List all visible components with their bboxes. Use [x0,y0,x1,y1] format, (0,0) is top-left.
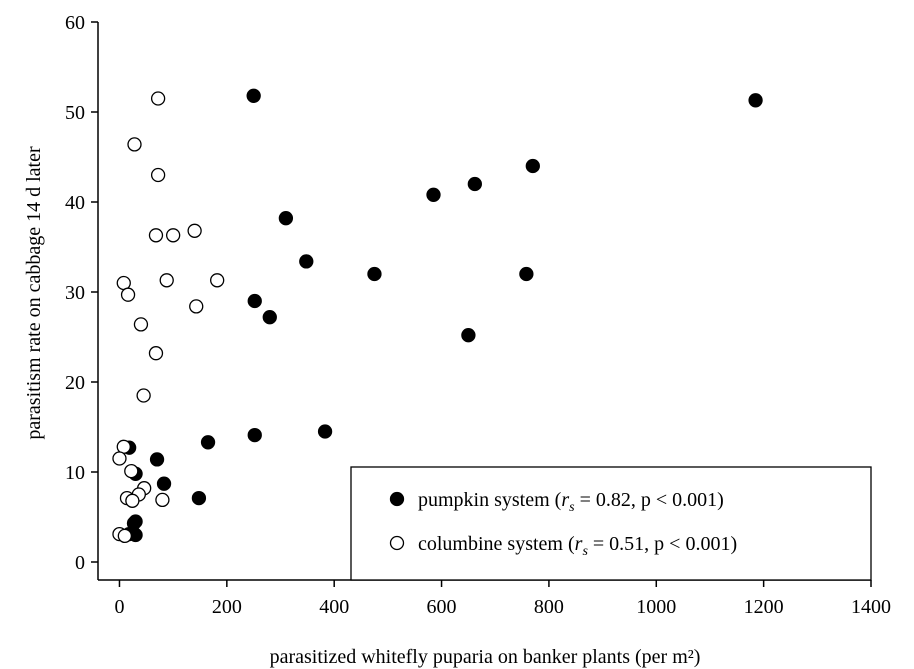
y-tick-label: 10 [65,462,85,484]
legend-box [350,466,872,581]
pumpkin-system-point [525,158,540,174]
y-tick-label: 50 [65,102,85,124]
pumpkin-system-point [367,266,382,282]
columbine-system-point [148,228,164,243]
columbine-system-point [210,273,225,288]
columbine-system-point [127,137,142,152]
pumpkin-system-point [519,266,534,282]
columbine-system-point [150,167,166,183]
columbine-system-point [133,317,149,332]
pumpkin-system-point [262,310,277,325]
y-tick-label: 60 [65,12,85,34]
columbine-system-point [117,528,132,544]
columbine-system-point [124,463,139,479]
pumpkin-system-point [317,424,333,439]
legend-label: pumpkin system (rs = 0.82, p < 0.001) [418,489,724,515]
y-tick-label: 0 [75,552,85,574]
data-points [112,88,763,544]
x-tick-label: 0 [114,596,124,618]
columbine-system-point [120,287,136,302]
y-axis-title: parasitism rate on cabbage 14 d later [23,146,45,440]
y-tick-label: 40 [65,192,85,214]
x-tick-label: 600 [427,596,457,618]
pumpkin-system-point [191,490,207,506]
pumpkin-system-point [467,176,482,192]
x-tick-label: 400 [319,596,349,618]
columbine-system-point [148,346,164,361]
columbine-system-point [112,451,127,466]
columbine-system-point [166,228,181,243]
legend: pumpkin system (rs = 0.82, p < 0.001) col… [350,466,872,581]
columbine-system-point [116,275,131,291]
pumpkin-system-point [426,187,441,202]
x-tick-label: 1400 [851,596,891,618]
columbine-system-point [116,439,131,454]
legend-marker [389,535,405,551]
legend-marker [389,491,405,507]
pumpkin-system-point [278,211,294,226]
pumpkin-system-point [246,88,261,103]
y-tick-label: 20 [65,372,85,394]
columbine-system-point [125,493,140,508]
legend-label: columbine system (rs = 0.51, p < 0.001) [418,533,737,559]
x-tick-label: 1200 [744,596,784,618]
pumpkin-system-point [247,427,262,443]
pumpkin-system-point [461,328,476,343]
x-axis-title: parasitized whitefly puparia on banker p… [270,646,701,668]
y-tick-label: 30 [65,282,85,304]
columbine-system-point [150,91,166,106]
columbine-system-point [159,273,174,288]
columbine-system-point [187,223,202,238]
x-tick-label: 800 [534,596,564,618]
pumpkin-system-point [247,293,262,309]
pumpkin-system-point [200,435,216,450]
pumpkin-system-point [748,93,763,108]
x-tick-label: 1000 [636,596,676,618]
pumpkin-system-point [149,452,165,467]
pumpkin-system-point [156,476,172,491]
x-tick-label: 200 [212,596,242,618]
columbine-system-point [155,492,170,508]
columbine-system-point [136,388,151,403]
columbine-system-point [189,299,204,314]
pumpkin-system-point [299,254,314,269]
